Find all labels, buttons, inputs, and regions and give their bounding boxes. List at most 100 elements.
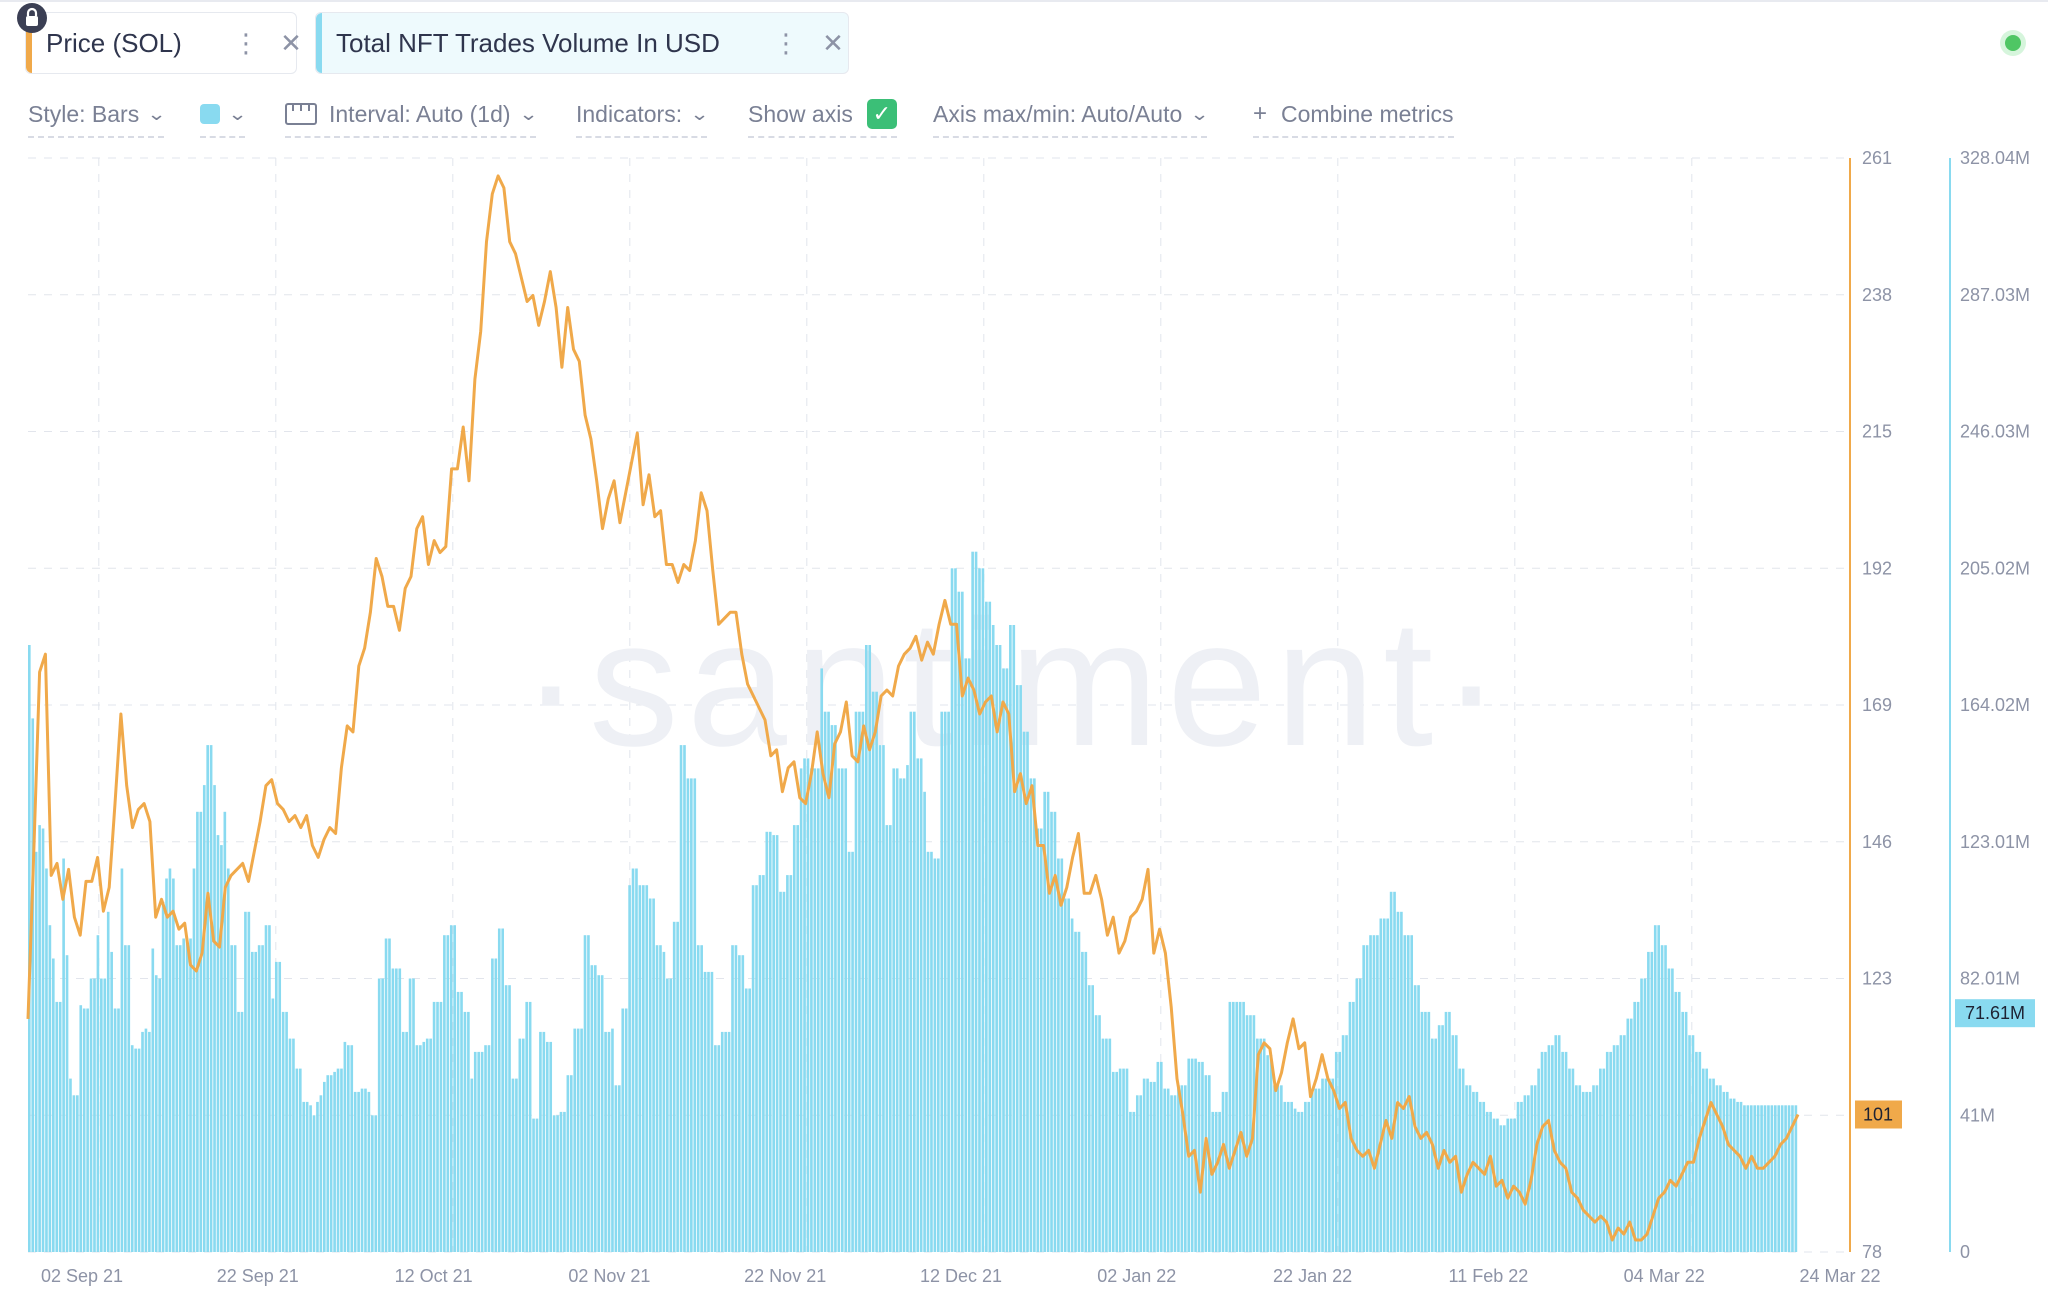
style-dropdown[interactable]: Style: Bars ⌄ <box>28 96 167 138</box>
volume-bar <box>76 1095 79 1252</box>
volume-bar <box>1400 911 1403 1252</box>
volume-bar <box>226 868 230 1252</box>
volume-bar <box>906 765 909 1252</box>
close-icon[interactable]: ✕ <box>280 28 302 58</box>
volume-bar <box>38 825 41 1252</box>
volume-bar <box>618 1085 621 1252</box>
indicators-dropdown[interactable]: Indicators: ⌄ <box>576 96 709 138</box>
volume-bar <box>1142 1078 1146 1252</box>
volume-bar <box>1125 1068 1129 1252</box>
volume-bar <box>480 1051 484 1252</box>
volume-bar <box>631 868 635 1252</box>
volume-bar <box>645 885 649 1252</box>
volume-bar <box>539 1031 542 1252</box>
volume-bar <box>635 868 638 1252</box>
volume-bar <box>34 851 38 1252</box>
volume-tick-label: 82.01M <box>1960 969 2020 989</box>
volume-bar <box>395 968 398 1252</box>
volume-bar <box>1760 1105 1763 1252</box>
chart-area[interactable]: ·santiment· 26123821519216914612310178 3… <box>0 140 2048 1300</box>
volume-bar <box>638 885 642 1252</box>
volume-bar <box>566 1075 570 1252</box>
volume-bar <box>1691 1035 1695 1252</box>
volume-bar <box>1743 1105 1746 1252</box>
volume-bar <box>1173 1095 1177 1252</box>
volume-bar <box>916 758 920 1252</box>
volume-bar <box>329 1075 333 1252</box>
price-line <box>26 174 1800 1242</box>
volume-bar <box>1245 1015 1249 1252</box>
volume-bar <box>755 885 758 1252</box>
volume-bar <box>113 1008 117 1252</box>
volume-bar <box>909 711 913 1252</box>
volume-bar <box>1290 1101 1293 1252</box>
volume-bar <box>847 851 851 1252</box>
volume-bar <box>597 975 601 1252</box>
volume-bar <box>580 1028 583 1252</box>
interval-dropdown[interactable]: Interval: Auto (1d) ⌄ <box>285 96 538 138</box>
volume-bar <box>1708 1078 1712 1252</box>
checkmark-icon[interactable]: ✓ <box>866 99 897 129</box>
volume-bar <box>220 845 223 1252</box>
volume-bar <box>93 978 96 1252</box>
volume-bar <box>1170 1095 1173 1252</box>
volume-bar <box>264 925 268 1252</box>
more-options-icon[interactable]: ⋮ <box>773 28 799 58</box>
volume-tick-label: 246.03M <box>1960 422 2030 442</box>
volume-bar <box>1575 1085 1578 1252</box>
volume-bar <box>137 1048 141 1252</box>
volume-bar <box>1753 1105 1757 1252</box>
volume-bar <box>1599 1068 1602 1252</box>
volume-bar <box>103 978 107 1252</box>
axis-maxmin-dropdown[interactable]: Axis max/min: Auto/Auto ⌄ <box>933 96 1210 138</box>
volume-bar <box>1777 1105 1781 1252</box>
volume-bar <box>535 1118 539 1252</box>
volume-bar <box>1722 1091 1726 1252</box>
volume-bar <box>837 768 841 1252</box>
volume-bar <box>250 951 254 1252</box>
color-picker[interactable]: ⌄ <box>200 96 248 138</box>
volume-bar <box>1352 1001 1355 1252</box>
price-current-marker: 101 <box>1855 1100 1902 1129</box>
show-axis-toggle[interactable]: Show axis ✓ <box>748 96 897 138</box>
volume-bar <box>281 1011 285 1252</box>
close-icon[interactable]: ✕ <box>822 28 844 58</box>
metric-tab-nft-volume[interactable]: Total NFT Trades Volume In USD ⋮ ✕ <box>315 12 849 74</box>
volume-tick-label: 41M <box>1960 1105 1995 1125</box>
volume-bar <box>1300 1111 1304 1252</box>
price-tick-label: 261 <box>1862 148 1892 168</box>
volume-bar <box>1149 1081 1153 1252</box>
combine-metrics-button[interactable]: + Combine metrics <box>1253 96 1454 138</box>
volume-bar <box>1331 1078 1335 1252</box>
volume-bar <box>504 985 508 1252</box>
chevron-down-icon: ⌄ <box>227 103 248 124</box>
volume-bar <box>148 1031 151 1252</box>
volume-bar <box>981 568 985 1252</box>
more-options-icon[interactable]: ⋮ <box>233 28 259 58</box>
volume-bar <box>422 1041 426 1252</box>
volume-bar <box>82 1008 86 1252</box>
volume-bar <box>1019 685 1022 1252</box>
volume-bar <box>854 711 858 1252</box>
volume-bar <box>1592 1085 1595 1252</box>
volume-bar <box>1547 1045 1551 1252</box>
volume-bar <box>110 951 113 1252</box>
metric-tab-price[interactable]: Price (SOL) ⋮ ✕ <box>25 12 302 74</box>
volume-bar <box>1677 991 1681 1252</box>
volume-bar <box>316 1101 319 1252</box>
volume-bar <box>473 1051 477 1252</box>
volume-bar <box>851 851 854 1252</box>
volume-bar <box>127 945 131 1252</box>
volume-bar <box>1310 1091 1314 1252</box>
volume-bar <box>1602 1068 1606 1252</box>
volume-bar <box>961 591 964 1252</box>
volume-bar <box>487 1045 491 1252</box>
volume-bar <box>1386 918 1389 1252</box>
volume-bar <box>576 1028 580 1252</box>
volume-bar <box>1036 828 1040 1252</box>
volume-bar <box>172 878 175 1252</box>
price-tick-label: 169 <box>1862 695 1892 715</box>
volume-bar <box>621 1008 625 1252</box>
volume-bar <box>1506 1118 1510 1252</box>
volume-bar <box>1266 1055 1269 1252</box>
